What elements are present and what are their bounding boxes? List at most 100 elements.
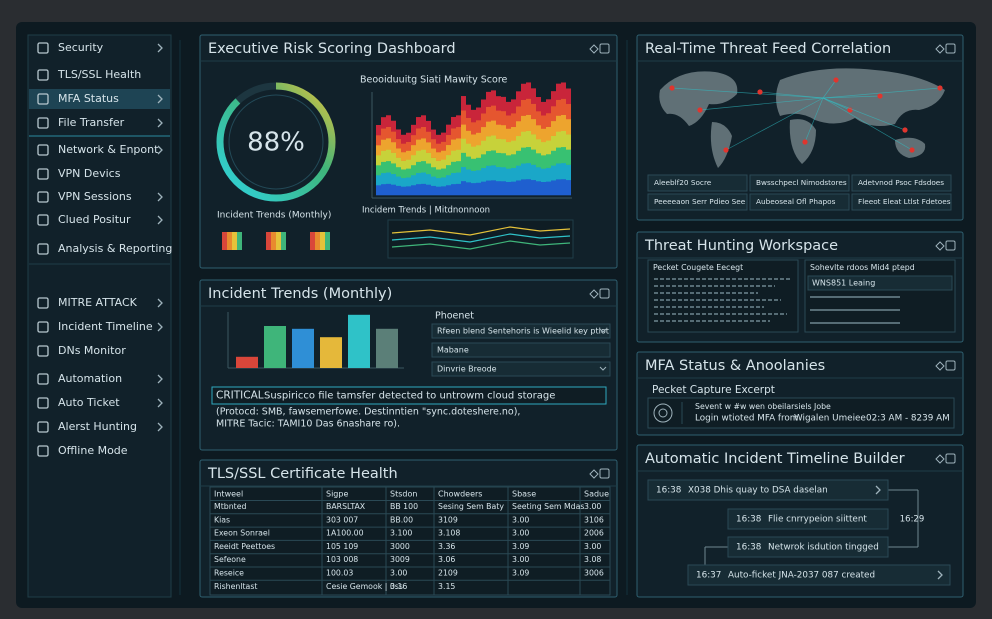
heatmap-cell [456, 160, 461, 173]
heatmap-cell [456, 183, 461, 196]
panel-icon [945, 453, 956, 464]
heatmap-cell [501, 110, 506, 126]
nav-item[interactable]: Incident Timeline [58, 320, 153, 333]
heatmap-cell [531, 88, 536, 104]
mini-bar [232, 232, 237, 250]
heatmap-cell [441, 186, 446, 196]
chevron [157, 422, 163, 432]
heatmap-cell [471, 158, 476, 171]
heatmap-cell [556, 83, 561, 100]
column-header: Chowdeers [438, 490, 482, 499]
nav-item[interactable]: MFA Status [58, 92, 119, 105]
heatmap-cell [561, 178, 566, 196]
heatmap-cell [536, 153, 541, 168]
nav-item[interactable]: File Transfer [58, 116, 125, 129]
heatmap-cell [486, 106, 491, 122]
heatmap-cell [431, 166, 436, 177]
heatmap-cell [521, 147, 526, 164]
heatmap-cell [401, 160, 406, 170]
mini-bar [227, 232, 232, 250]
heatmap-cell [496, 96, 501, 111]
nav-item[interactable]: Network & Enpont [58, 143, 159, 156]
heatmap-cell [416, 139, 421, 151]
filter-box[interactable] [431, 361, 611, 377]
event-box [647, 397, 955, 429]
panel-title: Automatic Incident Timeline Builder [645, 451, 905, 467]
heatmap-cell [511, 113, 516, 128]
alert-detail: (Protocd: SMB, fawsemerfowe. Destinntien… [216, 407, 520, 418]
dropdown-caret [599, 366, 607, 371]
heatmap-cell [456, 149, 461, 162]
nav-item[interactable]: VPN Devics [58, 167, 121, 180]
stat-label: Peeeeaon Serr Pdieo See [654, 197, 746, 206]
heatmap-cell [406, 141, 411, 151]
alert-detail: MITRE Tacic: TAMI10 Das 6nashare ro). [216, 419, 400, 430]
heatmap-cell [391, 141, 396, 153]
heatmap-cell [436, 160, 441, 170]
heatmap-cell [411, 184, 416, 196]
heatmap-cell [401, 186, 406, 196]
nav-item[interactable]: Analysis & Reporting [58, 242, 172, 255]
nav-item[interactable]: DNs Monitor [58, 344, 126, 357]
heatmap-cell [396, 129, 401, 140]
heatmap-cell [486, 165, 491, 181]
form-box [804, 259, 956, 333]
heatmap-cell [421, 149, 426, 162]
heatmap-cell [566, 103, 571, 120]
heatmap-cell [541, 115, 546, 129]
panel-icon [599, 43, 610, 54]
nav-item[interactable]: Alerst Hunting [58, 420, 137, 433]
table-cell: 3.00 [390, 569, 407, 578]
table-cell: 3.108 [438, 529, 460, 538]
heatmap-cell [416, 172, 421, 185]
heatmap-cell [446, 164, 451, 176]
heatmap-cell [561, 146, 566, 164]
nav-item[interactable]: MITRE ATTACK [58, 296, 138, 309]
threat-dot [877, 93, 883, 99]
heatmap-cell [536, 181, 541, 196]
heatmap-cell [506, 141, 511, 156]
nav-icon [37, 297, 49, 309]
nav-icon [37, 214, 49, 226]
filter-title: Phoenet [435, 311, 474, 322]
table-cell: 3.00 [512, 515, 529, 524]
heatmap-cell [501, 166, 506, 182]
heatmap-cell [406, 132, 411, 142]
heatmap-cell [421, 183, 426, 196]
table-cell: 3.00 [512, 529, 529, 538]
bar [236, 356, 258, 368]
heatmap-cell [466, 130, 471, 144]
heatmap-cell [556, 147, 561, 164]
column-header: Sigpe [326, 490, 348, 499]
nav-icon [37, 69, 49, 81]
nav-item[interactable]: TLS/SSL Health [57, 68, 141, 81]
heatmap-cell [461, 110, 466, 125]
table-cell: 103 008 [326, 555, 358, 564]
alert-box [211, 386, 607, 405]
heatmap-cell [511, 99, 516, 114]
heatmap-cell [421, 126, 426, 139]
nav-icon [37, 397, 49, 409]
heatmap-cell [481, 181, 486, 196]
table-cell: 3.09 [512, 542, 529, 551]
threat-link [759, 91, 824, 99]
active-item-bg [29, 89, 170, 109]
filter-box[interactable] [431, 342, 611, 358]
chevron [157, 192, 163, 202]
heatmap-cell [411, 144, 416, 156]
nav-item[interactable]: Automation [58, 372, 122, 385]
bar [264, 326, 286, 368]
nav-item[interactable]: VPN Sessions [58, 190, 132, 203]
heatmap-cell [566, 179, 571, 196]
filter-box[interactable] [431, 323, 611, 339]
nav-item[interactable]: Auto Ticket [58, 396, 120, 409]
heatmap-cell [376, 125, 381, 136]
nav-icon [37, 321, 49, 333]
event-header: Sevent w #w wen obeilarsiels Jobe [695, 402, 831, 411]
nav-item[interactable]: Security [58, 41, 104, 54]
heatmap-cell [421, 115, 426, 127]
nav-item[interactable]: Offline Mode [58, 444, 128, 457]
heatmap-cell [516, 165, 521, 181]
nav-item[interactable]: Clued Positur [58, 213, 131, 226]
